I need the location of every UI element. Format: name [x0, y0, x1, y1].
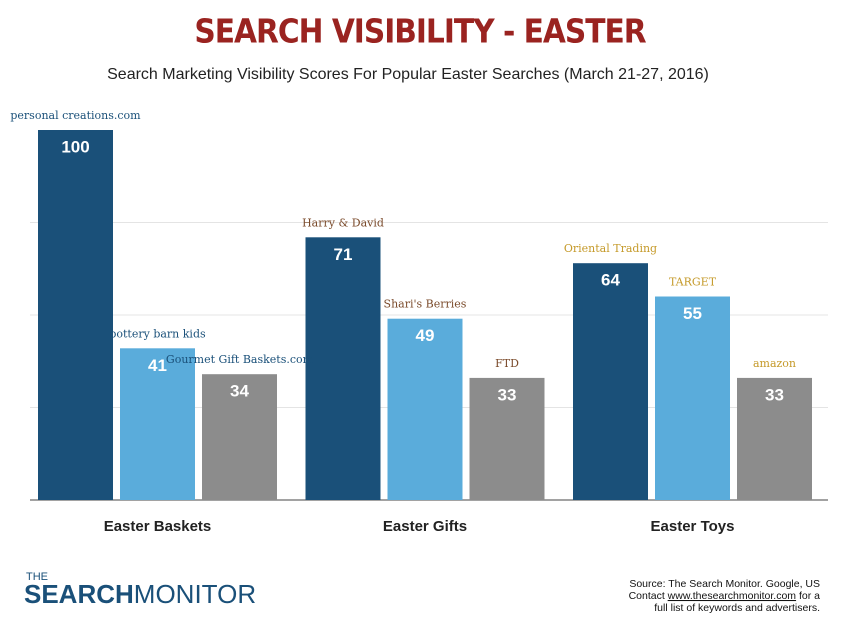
- chart-subtitle: Search Marketing Visibility Scores For P…: [107, 66, 709, 83]
- chart-title: SEARCH VISIBILITY - EASTER: [194, 12, 646, 51]
- bar: [573, 263, 648, 500]
- source-end: full list of keywords and advertisers.: [654, 602, 820, 614]
- bar: [737, 377, 812, 500]
- data-label: 100: [61, 137, 89, 156]
- bar: [305, 237, 381, 501]
- contact-end: for a: [799, 590, 820, 602]
- brand-label: TARGET: [669, 276, 717, 289]
- bar: [38, 130, 113, 500]
- data-label: 41: [148, 356, 167, 375]
- data-label: 33: [498, 385, 517, 404]
- logo-bold: SEARCH: [24, 579, 134, 609]
- data-label: 55: [683, 304, 702, 323]
- logo-light: MONITOR: [134, 579, 256, 609]
- data-label: 49: [416, 326, 435, 345]
- x-tick-label: Easter Baskets: [104, 518, 212, 535]
- logo: SEARCHMONITOR: [24, 579, 256, 609]
- brand-label: personal creations.com: [10, 109, 141, 122]
- x-tick-label: Easter Toys: [651, 518, 735, 535]
- brand-label: Shari's Berries: [384, 298, 467, 311]
- source: Source: The Search Monitor. Google, US: [629, 578, 820, 590]
- logo-small: THE: [26, 571, 48, 583]
- x-tick-label: Easter Gifts: [383, 518, 467, 535]
- data-label: 34: [230, 382, 249, 401]
- url: www.thesearchmonitor.com: [667, 590, 797, 602]
- brand-label: FTD: [495, 357, 519, 370]
- contact-text: Contact: [629, 590, 665, 602]
- contact: Contact www.thesearchmonitor.com for a: [629, 590, 821, 602]
- bar: [202, 374, 277, 500]
- data-label: 33: [765, 385, 784, 404]
- brand-label: amazon: [753, 357, 796, 370]
- brand-label: Gourmet Gift Baskets.com: [166, 353, 314, 366]
- data-label: 71: [334, 245, 353, 264]
- brand-label: Harry & David: [302, 216, 384, 229]
- bar: [469, 377, 545, 500]
- bar: [655, 296, 730, 500]
- brand-label: pottery barn kids: [109, 327, 206, 340]
- bar: [120, 348, 195, 500]
- bar: [387, 318, 463, 500]
- data-label: 64: [601, 271, 620, 290]
- brand-label: Oriental Trading: [564, 242, 657, 255]
